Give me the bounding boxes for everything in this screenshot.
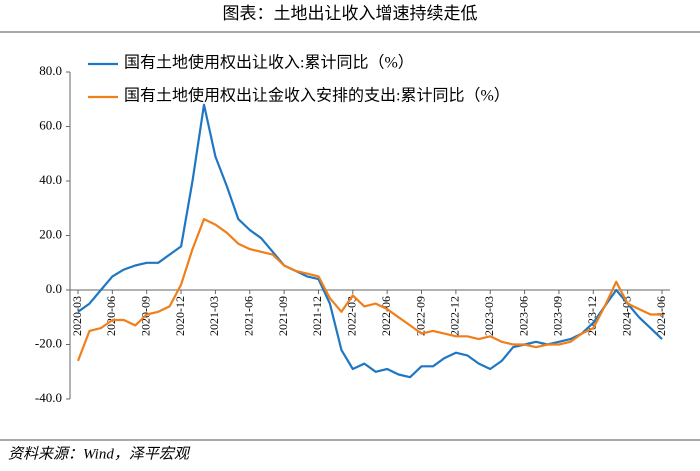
x-tick-label: 2023-06 [516,296,530,336]
x-tick-label: 2021-03 [207,296,221,336]
x-tick-label: 2020-12 [173,296,187,336]
series-line [77,103,663,379]
x-tick-label: 2022-03 [345,296,359,336]
x-tick-label: 2024-06 [654,296,668,336]
legend-label: 国有土地使用权出让收入:累计同比（%） [124,54,414,72]
y-tick-label: -20.0 [35,335,62,350]
x-tick-label: 2022-12 [448,296,462,336]
y-tick-label: 80.0 [39,63,62,78]
x-tick-label: 2020-03 [70,296,84,336]
y-tick-label: 60.0 [39,117,62,132]
x-tick-label: 2022-06 [379,296,393,336]
y-tick-label: -40.0 [35,390,62,405]
x-tick-label: 2023-03 [482,296,496,336]
series-line [76,218,662,362]
x-tick-label: 2023-09 [551,296,565,336]
x-tick-label: 2020-06 [104,296,118,336]
chart-title: 图表：土地出让收入增速持续走低 [223,4,478,23]
legend-label: 国有土地使用权出让金收入安排的支出:累计同比（%） [124,87,510,105]
y-tick-label: 40.0 [39,172,62,187]
x-tick-label: 2021-06 [242,296,256,336]
x-tick-label: 2021-12 [310,296,324,336]
y-tick-label: 0.0 [46,281,62,296]
x-tick-label: 2021-09 [276,296,290,336]
source: 资料来源：Wind，泽平宏观 [8,445,191,462]
x-tick-label: 2022-09 [413,296,427,336]
y-tick-label: 20.0 [39,226,62,241]
